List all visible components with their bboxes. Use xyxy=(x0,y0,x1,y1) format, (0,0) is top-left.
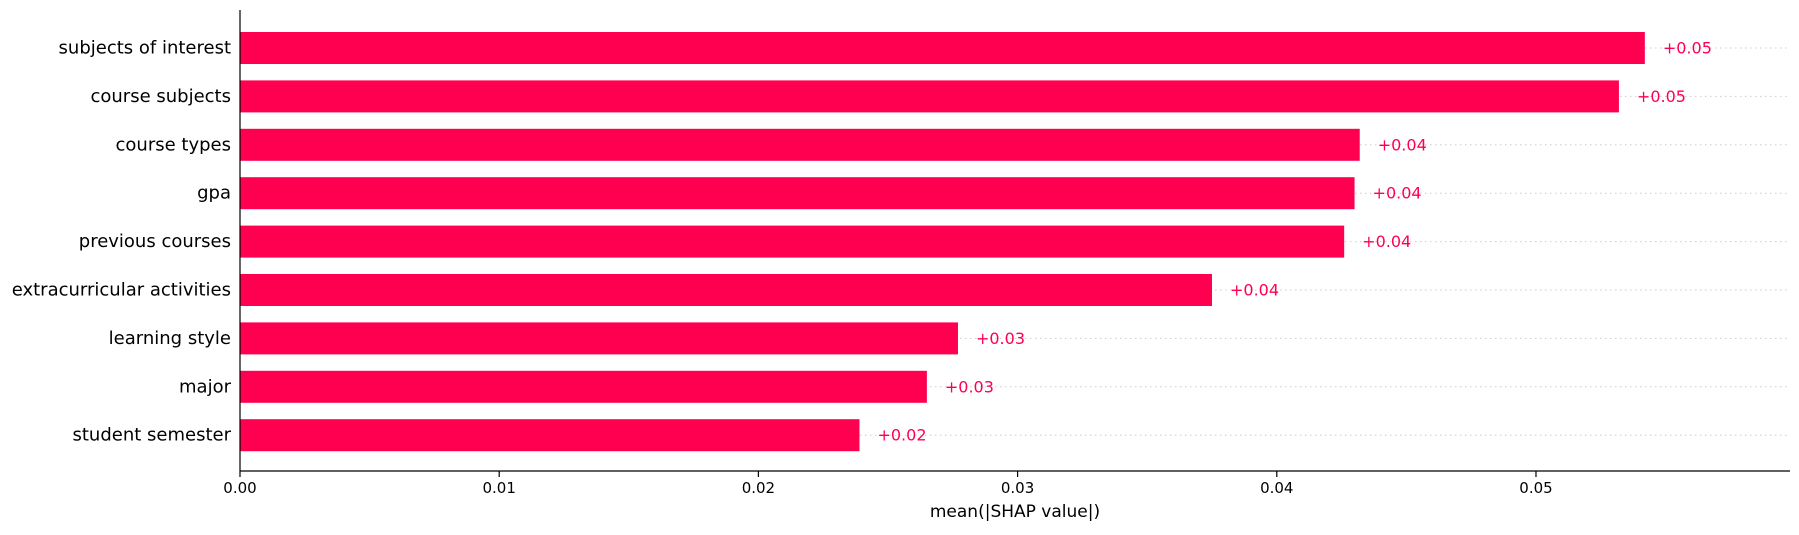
category-label: extracurricular activities xyxy=(12,280,231,301)
bar-value-label: +0.04 xyxy=(1362,232,1411,251)
category-label: major xyxy=(179,376,232,397)
bars xyxy=(240,32,1645,452)
value-labels: +0.05 +0.05 +0.04 +0.04 +0.04 +0.04 +0.03 +0.03… xyxy=(877,39,1711,445)
bar-value-label: +0.05 xyxy=(1663,39,1712,58)
bar-value-label: +0.03 xyxy=(945,377,994,396)
category-label: previous courses xyxy=(79,231,231,252)
category-label: subjects of interest xyxy=(59,38,231,59)
category-label: course subjects xyxy=(90,86,231,107)
bar xyxy=(240,32,1645,64)
bar xyxy=(240,419,860,452)
bar-value-label: +0.04 xyxy=(1378,135,1427,154)
x-tick-label: 0.04 xyxy=(1260,479,1293,497)
x-tick-label: 0.05 xyxy=(1519,479,1552,497)
bar xyxy=(240,274,1212,306)
bar-value-label: +0.04 xyxy=(1230,281,1279,300)
bar xyxy=(240,322,958,355)
category-label: student semester xyxy=(72,425,231,446)
category-labels: subjects of interest course subjects cours… xyxy=(12,38,232,446)
bar xyxy=(240,370,927,403)
bar-value-label: +0.04 xyxy=(1373,184,1422,203)
category-label: learning style xyxy=(109,328,231,349)
category-label: gpa xyxy=(197,183,231,204)
bar xyxy=(240,128,1360,161)
x-tick-label: 0.00 xyxy=(223,479,256,497)
bar-value-label: +0.05 xyxy=(1637,87,1686,106)
bar xyxy=(240,225,1345,258)
bar xyxy=(240,80,1619,113)
bar-value-label: +0.02 xyxy=(877,426,926,445)
x-tick-label: 0.03 xyxy=(1001,479,1034,497)
category-label: course types xyxy=(116,134,231,155)
x-tick-label: 0.02 xyxy=(742,479,775,497)
x-axis-title: mean(|SHAP value|) xyxy=(930,502,1100,522)
bar xyxy=(240,177,1355,210)
x-tick-label: 0.01 xyxy=(482,479,515,497)
bar-value-label: +0.03 xyxy=(976,329,1025,348)
axes: 0.00 0.01 0.02 0.03 0.04 0.05 xyxy=(223,10,1790,497)
